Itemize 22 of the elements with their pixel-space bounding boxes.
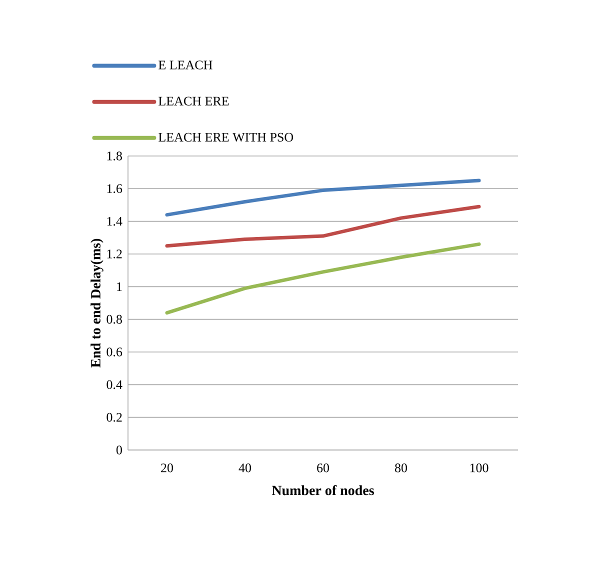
x-axis-title: Number of nodes [272, 485, 374, 496]
line-series [165, 242, 481, 315]
y-axis-title: End to end Delay(ms) [90, 238, 104, 368]
y-tick-label: 1.4 [107, 216, 122, 226]
x-tick-label: 100 [470, 464, 488, 472]
y-tick-label: 1.2 [107, 250, 122, 258]
y-tick-label: 1.6 [107, 184, 122, 194]
x-tick-label: 60 [317, 464, 330, 472]
x-tick-label: 40 [238, 464, 252, 472]
y-tick-label: 0.2 [106, 412, 122, 422]
y-tick-label: 0 [116, 446, 122, 454]
legend-label: LEACH ERE [158, 96, 229, 106]
y-tick-label: 0.8 [106, 314, 122, 324]
y-tick-label: 0.4 [106, 380, 122, 390]
x-tick-label: 80 [395, 464, 408, 472]
legend-label: LEACH ERE WITH PSO [158, 132, 294, 142]
x-tick-label: 20 [161, 464, 174, 472]
y-tick-label: 1.8 [107, 152, 122, 160]
y-tick-label: 0.6 [106, 348, 122, 356]
line-series [165, 204, 481, 248]
legend-label: E LEACH [158, 60, 212, 70]
y-tick-label: 1 [117, 282, 122, 291]
